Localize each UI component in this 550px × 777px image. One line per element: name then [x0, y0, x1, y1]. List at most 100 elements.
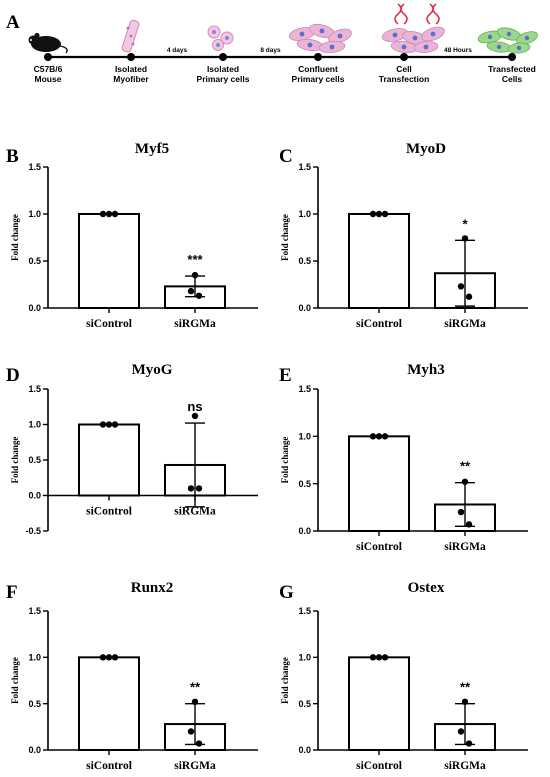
bar-chart-e: E Myh3 Fold change 0.0 0.5 1.0 1.5 siControl siR… — [279, 362, 528, 553]
y-tick-label: 1.0 — [28, 420, 41, 430]
data-point — [99, 210, 107, 218]
confluent-cells-icon — [288, 23, 352, 54]
bar-chart-b: B Myf5 Fold change 0.0 0.5 1.0 1.5 siControl siR… — [6, 141, 258, 330]
stage-label-line2: Primary cells — [197, 74, 250, 84]
data-point — [105, 654, 113, 661]
interval-label: 48 Hours — [444, 47, 472, 54]
x-category-label: siControl — [356, 760, 402, 772]
bar-chart-c: C MyoD Fold change 0.0 0.5 1.0 1.5 siControl siR… — [279, 141, 528, 330]
data-point — [461, 698, 469, 706]
data-point — [381, 654, 389, 661]
mouse-icon — [28, 32, 68, 54]
stage-label-line2: Mouse — [35, 74, 62, 84]
data-point — [195, 292, 203, 299]
data-point — [375, 433, 383, 440]
y-tick-label: 1.5 — [298, 606, 311, 616]
chart-title: Ostex — [408, 580, 445, 596]
bar-sicontrol — [78, 656, 140, 751]
x-category-label: siControl — [86, 318, 132, 330]
data-point — [99, 654, 107, 661]
timeline-dot — [219, 53, 227, 61]
timeline-dot — [44, 53, 52, 61]
x-category-label: siControl — [356, 541, 402, 553]
stage-label-line1: C57B/6 — [34, 64, 63, 74]
y-axis-label: Fold change — [280, 657, 290, 704]
bar-chart-g: G Ostex Fold change 0.0 0.5 1.0 1.5 siControl si… — [279, 580, 528, 772]
stage-label-line2: Transfection — [379, 74, 430, 84]
data-point — [461, 478, 469, 485]
bar-sicontrol — [348, 435, 410, 533]
stage-label-line1: Confluent — [298, 64, 338, 74]
x-category-label: siRGMa — [174, 760, 216, 772]
significance-label: ns — [187, 399, 202, 414]
stage-label-line1: Transfected — [488, 64, 536, 74]
y-tick-label: 1.5 — [28, 384, 41, 394]
timeline-dot — [314, 53, 322, 61]
data-point — [191, 412, 199, 420]
bar-sicontrol — [78, 423, 140, 497]
stage-label-line2: Myofiber — [113, 74, 149, 84]
primary-cells-icon — [207, 25, 234, 51]
y-tick-label: 0.5 — [298, 479, 311, 489]
significance-label: ** — [460, 459, 471, 474]
y-tick-label: 0.0 — [28, 491, 41, 501]
data-point — [465, 521, 473, 528]
data-point — [375, 210, 383, 218]
bar-sicontrol — [348, 656, 410, 751]
y-tick-label: 0.0 — [28, 303, 41, 313]
bar-sicontrol — [78, 213, 140, 309]
data-point — [111, 210, 119, 218]
x-category-label: siRGMa — [174, 318, 216, 330]
stage-label-line1: Cell — [396, 64, 412, 74]
stage-label-line1: Isolated — [207, 64, 239, 74]
y-tick-label: 0.0 — [28, 745, 41, 755]
y-axis-label: Fold change — [10, 214, 20, 261]
y-tick-label: 1.0 — [28, 653, 41, 663]
timeline-dot — [508, 53, 516, 61]
myofiber-icon — [121, 19, 140, 53]
x-category-label: siControl — [356, 318, 402, 330]
data-point — [457, 283, 465, 290]
stage-label-line1: Isolated — [115, 64, 147, 74]
data-point — [461, 235, 469, 242]
data-point — [381, 210, 389, 218]
y-tick-label: 0.0 — [298, 526, 311, 536]
panel-label-a: A — [6, 12, 20, 33]
y-tick-label: 0.0 — [298, 745, 311, 755]
data-point — [457, 508, 465, 516]
data-point — [187, 287, 195, 295]
data-point — [195, 485, 203, 492]
data-point — [187, 728, 195, 735]
data-point — [191, 271, 199, 279]
x-category-label: siRGMa — [444, 541, 486, 553]
panel-label: B — [6, 146, 19, 167]
y-tick-label: 1.0 — [298, 432, 311, 442]
data-point — [191, 698, 199, 706]
y-tick-label: 0.0 — [298, 303, 311, 313]
panel-label: E — [279, 365, 292, 386]
timeline-panel: A — [6, 3, 538, 84]
y-tick-label: 0.5 — [28, 256, 41, 266]
y-axis-label: Fold change — [280, 214, 290, 261]
y-tick-label: 1.0 — [298, 209, 311, 219]
data-point — [465, 740, 473, 747]
data-point — [105, 421, 113, 428]
y-tick-label: -0.5 — [25, 526, 41, 536]
transfection-icon — [381, 3, 445, 54]
bar-sicontrol — [348, 213, 410, 309]
significance-label: ** — [460, 680, 471, 695]
y-axis-label: Fold change — [280, 437, 290, 484]
x-category-label: siRGMa — [174, 506, 216, 518]
transfected-cells-icon — [477, 27, 538, 54]
x-category-label: siRGMa — [444, 318, 486, 330]
y-tick-label: 1.5 — [298, 384, 311, 394]
panel-label: G — [279, 582, 294, 603]
data-point — [111, 421, 119, 428]
data-point — [99, 421, 107, 428]
panel-label: D — [6, 365, 20, 386]
data-point — [375, 654, 383, 661]
significance-label: * — [462, 216, 468, 231]
y-tick-label: 0.5 — [298, 256, 311, 266]
data-point — [195, 740, 203, 747]
